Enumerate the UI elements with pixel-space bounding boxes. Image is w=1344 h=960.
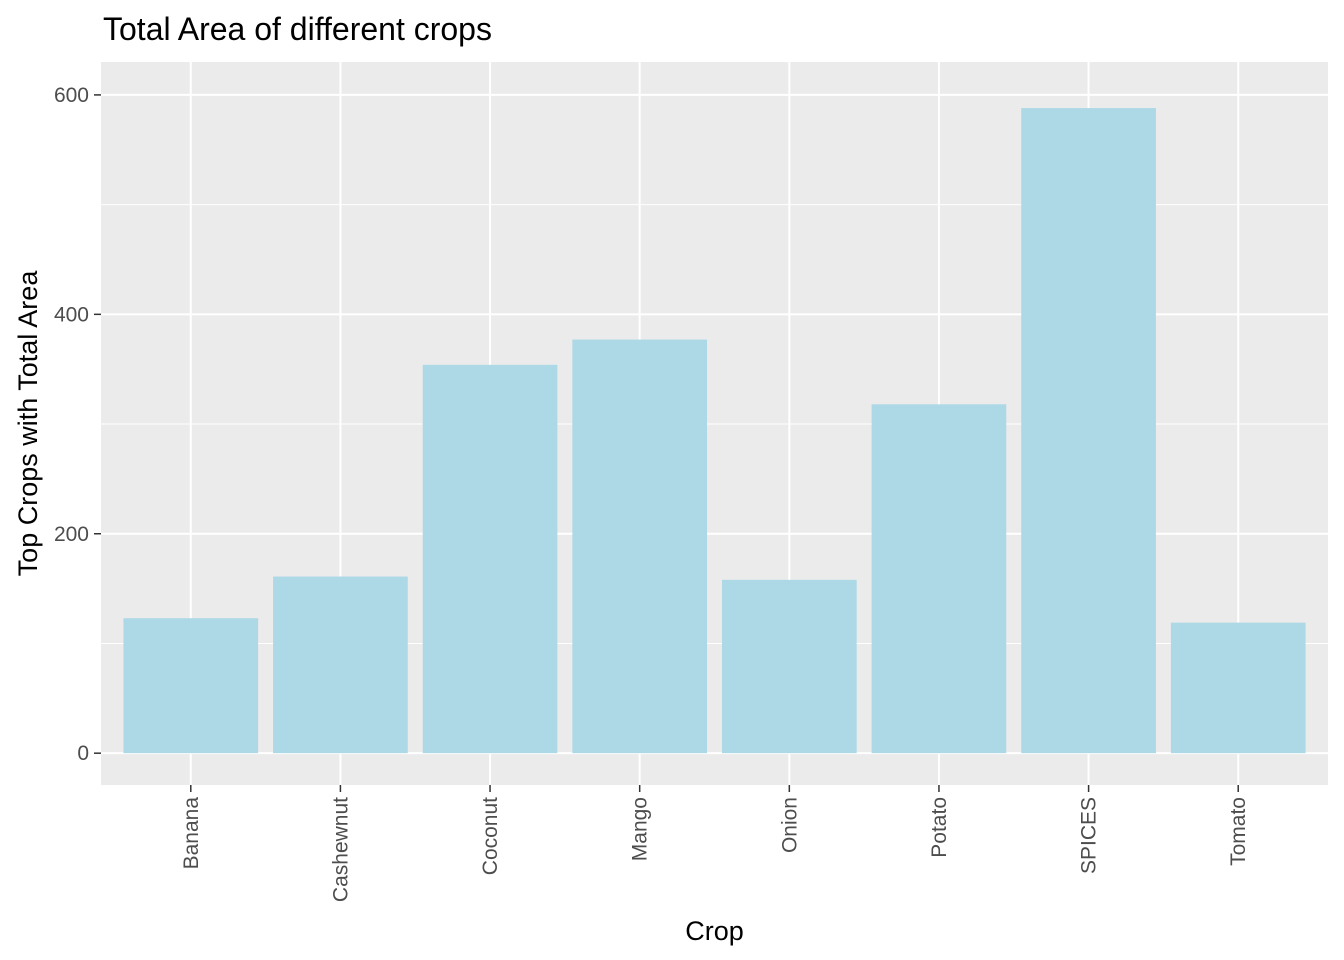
bar-coconut xyxy=(422,364,558,754)
bar-potato xyxy=(871,404,1007,754)
y-axis: 0 200 400 600 xyxy=(54,84,101,765)
x-tick-label: Tomato xyxy=(1227,797,1250,866)
x-tick-label: Mango xyxy=(629,797,652,861)
y-tick-label: 0 xyxy=(77,742,89,765)
y-tick-label: 200 xyxy=(54,523,89,546)
bar-banana xyxy=(123,618,259,754)
bar-onion xyxy=(721,579,857,754)
y-tick-label: 400 xyxy=(54,303,89,326)
x-tick-label: Onion xyxy=(778,797,801,853)
bars xyxy=(123,108,1306,754)
bar-tomato xyxy=(1170,622,1306,754)
y-axis-title: Top Crops with Total Area xyxy=(13,270,43,577)
x-tick-label: Coconut xyxy=(479,797,502,875)
x-axis: Banana Cashewnut Coconut Mango Onion Potato SP… xyxy=(180,785,1250,902)
bar-spices xyxy=(1021,108,1156,754)
x-axis-title: Crop xyxy=(685,916,744,946)
x-tick-label: Banana xyxy=(180,797,203,870)
bar-mango xyxy=(572,339,708,754)
y-tick-label: 600 xyxy=(54,84,89,107)
x-tick-label: Cashewnut xyxy=(329,797,352,902)
bar-cashewnut xyxy=(273,576,408,754)
chart-title: Total Area of different crops xyxy=(103,11,492,47)
x-tick-label: Potato xyxy=(928,797,951,858)
x-tick-label: SPICES xyxy=(1078,797,1101,874)
